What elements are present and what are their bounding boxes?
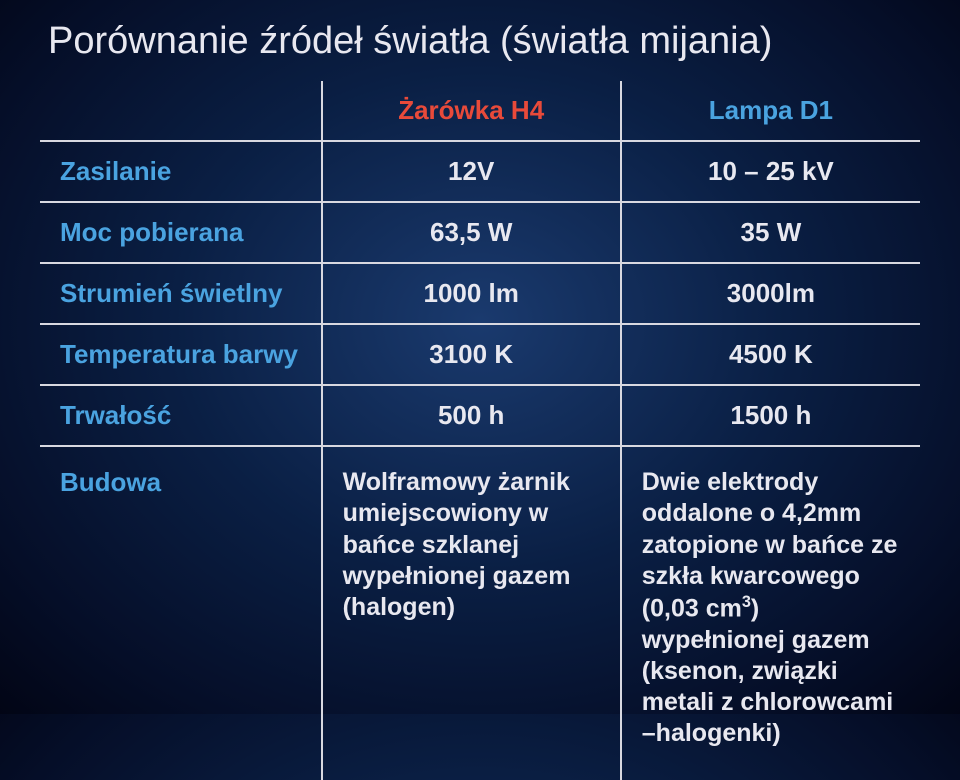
header-col3: Lampa D1 [621,81,920,141]
cell-value: 12V [322,141,621,202]
row-label: Strumień świetlny [40,263,322,324]
slide-container: Porównanie źródeł światła (światła mijan… [0,0,960,714]
cell-value: 10 – 25 kV [621,141,920,202]
row-label: Moc pobierana [40,202,322,263]
table-row-budowa: Budowa Wolframowy żarnik umiejscowiony w… [40,446,920,780]
cell-value: 3000lm [621,263,920,324]
cell-value: 1500 h [621,385,920,446]
cell-value: 1000 lm [322,263,621,324]
cell-value: 500 h [322,385,621,446]
row-label: Budowa [40,446,322,780]
row-label: Temperatura barwy [40,324,322,385]
table-row: Trwałość 500 h 1500 h [40,385,920,446]
table-header-row: Żarówka H4 Lampa D1 [40,81,920,141]
table-row: Zasilanie 12V 10 – 25 kV [40,141,920,202]
budowa-c3-pre: Dwie elektrody oddalone o 4,2mm zatopion… [642,468,898,622]
cell-budowa-c3: Dwie elektrody oddalone o 4,2mm zatopion… [621,446,920,780]
header-col2: Żarówka H4 [322,81,621,141]
row-label: Trwałość [40,385,322,446]
comparison-table: Żarówka H4 Lampa D1 Zasilanie 12V 10 – 2… [40,81,920,780]
cell-value: 3100 K [322,324,621,385]
cell-budowa-c2: Wolframowy żarnik umiejscowiony w bańce … [322,446,621,780]
row-label: Zasilanie [40,141,322,202]
cell-value: 63,5 W [322,202,621,263]
cell-value: 4500 K [621,324,920,385]
header-empty-cell [40,81,322,141]
budowa-text-c2: Wolframowy żarnik umiejscowiony w bańce … [343,467,600,623]
budowa-c3-sup: 3 [742,593,751,611]
slide-title: Porównanie źródeł światła (światła mijan… [48,20,920,63]
table-row: Moc pobierana 63,5 W 35 W [40,202,920,263]
budowa-text-c3: Dwie elektrody oddalone o 4,2mm zatopion… [642,467,900,750]
cell-value: 35 W [621,202,920,263]
table-row: Strumień świetlny 1000 lm 3000lm [40,263,920,324]
table-row: Temperatura barwy 3100 K 4500 K [40,324,920,385]
